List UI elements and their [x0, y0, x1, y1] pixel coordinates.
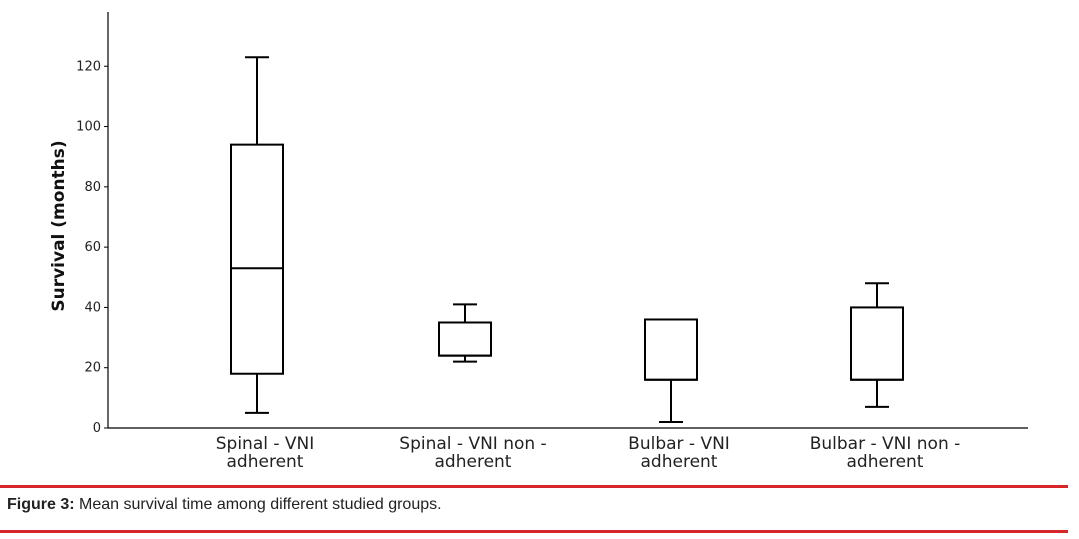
x-category-label-line: Spinal - VNI non - [399, 434, 546, 454]
y-tick-label: 100 [76, 120, 101, 135]
x-category-label: Spinal - VNI non -adherent [399, 434, 546, 472]
y-tick-label: 0 [93, 421, 101, 436]
x-category-label-line: adherent [847, 452, 924, 472]
x-category-label-line: adherent [227, 452, 304, 472]
x-category-label: Spinal - VNI adherent [216, 434, 315, 472]
box-iqr [230, 143, 284, 375]
x-category-label-line: Bulbar - VNI non - [810, 434, 961, 454]
x-category-label-line: adherent [435, 452, 512, 472]
y-axis-label: Survival (months) [49, 140, 69, 311]
x-category-label-line: Spinal - VNI [216, 434, 315, 454]
x-category-label: Bulbar - VNI adherent [628, 434, 730, 472]
box-iqr [644, 318, 698, 381]
y-tick-label: 40 [84, 300, 101, 315]
y-tick-label: 120 [76, 59, 101, 74]
box-iqr [438, 321, 492, 357]
y-tick-label: 20 [84, 361, 101, 376]
y-tick-label: 80 [84, 180, 101, 195]
caption-bottom-rule [0, 530, 1068, 533]
x-category-label-line: Bulbar - VNI [628, 434, 730, 454]
caption-text: Mean survival time among different studi… [74, 496, 442, 513]
figure-number: Figure 3: [7, 496, 75, 513]
x-category-label: Bulbar - VNI non -adherent [810, 434, 961, 472]
caption-top-rule [0, 485, 1068, 488]
y-axis-ticks: 0 20 40 60 80 100 120 [76, 59, 108, 436]
box-3 [644, 318, 698, 423]
box-2 [438, 303, 492, 363]
box-4 [850, 282, 904, 408]
box-1 [230, 56, 284, 414]
y-tick-label: 60 [84, 240, 101, 255]
x-category-label-line: adherent [641, 452, 718, 472]
box-iqr [850, 306, 904, 381]
chart-axes [107, 12, 1028, 429]
figure-caption: Figure 3: Mean survival time among diffe… [7, 496, 442, 514]
box-series [230, 56, 904, 423]
